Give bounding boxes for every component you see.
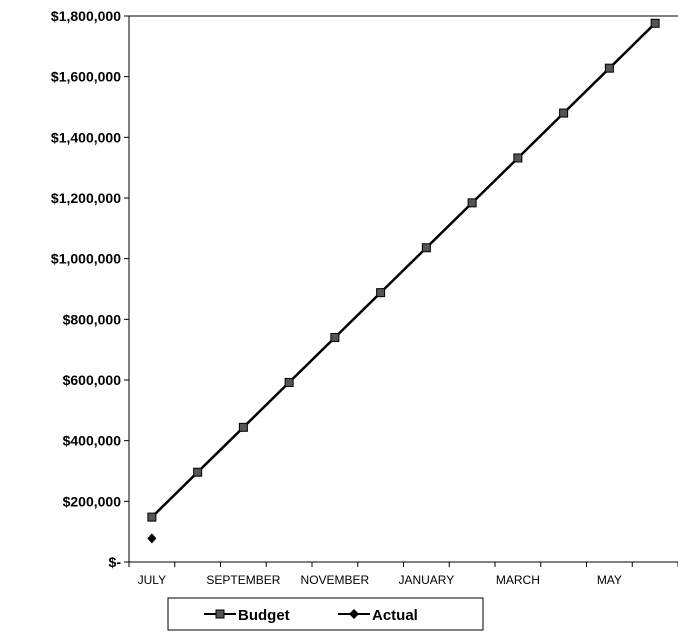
data-point-budget bbox=[193, 467, 203, 477]
y-tick-label: $1,400,000 bbox=[51, 129, 121, 145]
data-point-budget bbox=[604, 63, 614, 73]
data-point-budget bbox=[238, 422, 248, 432]
legend-actual-label: Actual bbox=[372, 607, 418, 624]
legend-budget-label: Budget bbox=[238, 607, 290, 624]
y-tick-label: $800,000 bbox=[63, 311, 122, 327]
data-point-budget bbox=[330, 333, 340, 343]
data-point-budget bbox=[650, 18, 660, 28]
data-point-budget bbox=[513, 153, 523, 163]
x-tick-label: JANUARY bbox=[398, 573, 454, 587]
x-tick-label: SEPTEMBER bbox=[206, 573, 280, 587]
legend-actual-marker bbox=[349, 609, 359, 619]
data-point-budget bbox=[421, 243, 431, 253]
data-point-budget bbox=[147, 512, 157, 522]
x-tick-label: NOVEMBER bbox=[301, 573, 370, 587]
axes bbox=[128, 15, 678, 563]
y-tick-label: $1,200,000 bbox=[51, 190, 121, 206]
series-line-budget bbox=[151, 22, 656, 518]
x-tick-label: MARCH bbox=[496, 573, 540, 587]
y-tick-label: $1,800,000 bbox=[51, 8, 121, 24]
series-layer bbox=[147, 18, 660, 544]
x-tick-label: JULY bbox=[138, 573, 166, 587]
x-tick-label: MAY bbox=[597, 573, 622, 587]
y-tick-label: $1,000,000 bbox=[51, 251, 121, 267]
legend-budget-marker bbox=[215, 609, 225, 619]
y-tick-label: $600,000 bbox=[63, 372, 122, 388]
data-point-budget bbox=[467, 198, 477, 208]
legend: Budget Actual bbox=[167, 597, 484, 631]
data-point-budget bbox=[376, 288, 386, 298]
x-axis-ticks: JULY SEPTEMBER NOVEMBER JANUARY MARCH MAY bbox=[128, 562, 678, 587]
data-point-budget bbox=[559, 108, 569, 118]
y-tick-label: $200,000 bbox=[63, 493, 122, 509]
data-point-budget bbox=[284, 377, 294, 387]
y-tick-label: $1,600,000 bbox=[51, 69, 121, 85]
y-tick-label: $400,000 bbox=[63, 433, 122, 449]
y-axis-ticks: $- $200,000 $400,000 $600,000 $800,000 $1,000… bbox=[51, 8, 129, 570]
data-point-actual bbox=[147, 533, 157, 544]
y-tick-label: $- bbox=[109, 554, 122, 570]
